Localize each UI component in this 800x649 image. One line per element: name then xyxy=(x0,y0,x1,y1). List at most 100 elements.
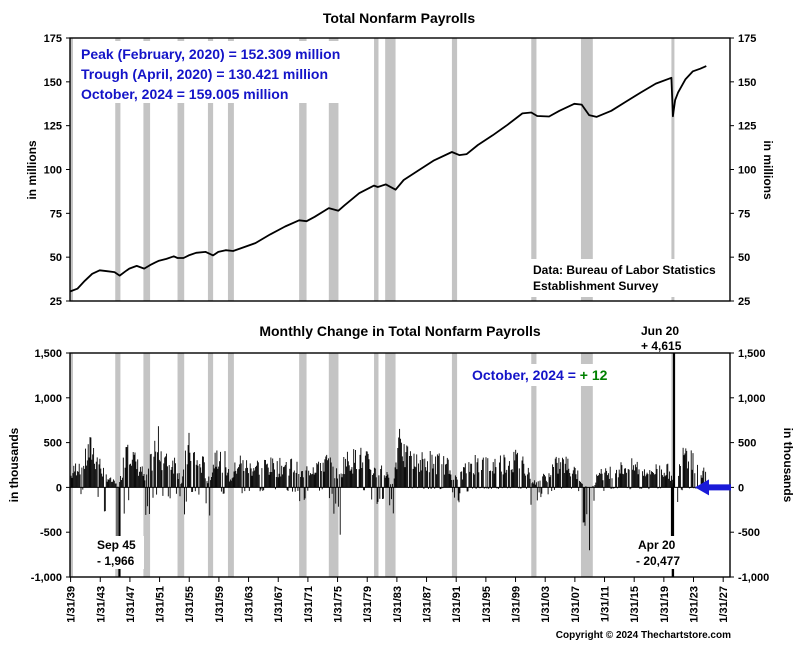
x-tick-label: 1/31/03 xyxy=(540,586,552,623)
y-tick-label-right: -500 xyxy=(738,527,760,539)
y-tick-label-right: 0 xyxy=(738,482,744,494)
recession-band-7 xyxy=(328,353,339,577)
recession-band-9 xyxy=(385,38,396,301)
y-tick-label-right: 500 xyxy=(738,438,756,450)
recession-band-4 xyxy=(207,353,214,577)
x-tick-label: 1/31/95 xyxy=(481,586,493,623)
bottom-bars xyxy=(70,353,730,577)
top-y-axis-left: 25 50 75 100 125 150 175 xyxy=(44,33,70,308)
y-tick-label-left: -500 xyxy=(40,527,62,539)
recession-band-12 xyxy=(580,38,593,301)
x-tick-label: 1/31/71 xyxy=(303,586,315,623)
y-tick-label-right: 175 xyxy=(738,33,756,45)
recession-band-2 xyxy=(143,353,151,577)
x-tick-label: 1/31/15 xyxy=(629,586,641,623)
x-tick-label: 1/31/83 xyxy=(392,586,404,623)
y-tick-label-right: 100 xyxy=(738,165,756,177)
y-tick-label-left: 0 xyxy=(56,482,62,494)
x-tick-label: 1/31/27 xyxy=(718,586,730,623)
x-tick-label: 1/31/47 xyxy=(125,586,137,623)
recession-band-8 xyxy=(374,38,379,301)
x-tick-label: 1/31/23 xyxy=(689,586,701,623)
bottom-y-label-left: in thousands xyxy=(7,427,21,502)
top-y-label-left: in millions xyxy=(25,140,39,200)
bottom-y-label-right: in thousands xyxy=(781,428,795,503)
payrolls-line xyxy=(69,65,707,293)
bottom-y-axis-right: -1,000 -500 0 500 1,000 1,500 xyxy=(730,348,769,584)
top-y-label-right: in millions xyxy=(761,140,775,200)
x-tick-label: 1/31/79 xyxy=(362,586,374,623)
y-tick-label-left: 1,500 xyxy=(34,348,62,360)
y-tick-label-left: 50 xyxy=(50,252,62,264)
recession-band-9 xyxy=(385,353,396,577)
y-tick-label-right: 150 xyxy=(738,77,756,89)
apr20-label: Apr 20 xyxy=(638,538,676,552)
x-tick-label: 1/31/19 xyxy=(659,586,671,623)
y-tick-label-right: 75 xyxy=(738,208,750,220)
recession-band-6 xyxy=(299,353,307,577)
recession-band-11 xyxy=(531,353,537,577)
recession-band-0 xyxy=(70,353,73,577)
trough-note: Trough (April, 2020) = 130.421 million xyxy=(81,66,328,82)
top-y-axis-right: 25 50 75 100 125 150 175 xyxy=(730,33,756,308)
october-change-note: October, 2024 = + 12 xyxy=(472,367,608,383)
y-tick-label-left: 175 xyxy=(44,33,62,45)
y-tick-label-left: 150 xyxy=(44,77,62,89)
x-tick-label: 1/31/63 xyxy=(244,586,256,623)
y-tick-label-left: 500 xyxy=(44,438,62,450)
recession-band-3 xyxy=(177,353,185,577)
recession-band-5 xyxy=(227,38,234,301)
recession-band-5 xyxy=(227,353,234,577)
y-tick-label-right: 1,000 xyxy=(738,393,766,405)
bottom-plot-frame xyxy=(69,352,731,578)
recession-band-7 xyxy=(328,38,339,301)
top-series-line xyxy=(69,65,707,293)
y-tick-label-left: 25 xyxy=(50,296,62,308)
recession-band-12 xyxy=(580,353,593,577)
y-tick-label-left: 75 xyxy=(50,208,62,220)
peak-note: Peak (February, 2020) = 152.309 million xyxy=(81,46,340,62)
x-tick-label: 1/31/91 xyxy=(451,586,463,623)
recession-band-10 xyxy=(451,38,458,301)
top-chart-title: Total Nonfarm Payrolls xyxy=(323,10,475,26)
sep45-value: - 1,966 xyxy=(97,554,135,568)
bottom-x-axis: 1/31/39 1/31/43 1/31/47 1/31/51 1/31/55 1/31/… xyxy=(66,577,730,623)
recession-band-1 xyxy=(115,353,121,577)
recession-band-11 xyxy=(531,38,537,301)
x-tick-label: 1/31/75 xyxy=(333,586,345,623)
jun20-label: Jun 20 xyxy=(641,324,679,338)
latest-value-arrow-icon xyxy=(695,479,731,496)
y-tick-label-left: 100 xyxy=(44,165,62,177)
recession-band-6 xyxy=(299,38,307,301)
x-tick-label: 1/31/55 xyxy=(184,586,196,623)
october-change-label: October, 2024 = xyxy=(472,367,580,383)
bottom-chart-title: Monthly Change in Total Nonfarm Payrolls xyxy=(259,323,541,339)
recession-band-10 xyxy=(451,353,458,577)
bottom-y-axis-left: -1,000 -500 0 500 1,000 1,500 xyxy=(31,348,70,584)
y-tick-label-right: -1,000 xyxy=(738,572,769,584)
y-tick-label-right: 50 xyxy=(738,252,750,264)
source-line-2: Establishment Survey xyxy=(533,279,659,293)
copyright-text: Copyright © 2024 Thechartstore.com xyxy=(556,630,731,641)
x-tick-label: 1/31/87 xyxy=(422,586,434,623)
x-tick-label: 1/31/11 xyxy=(600,586,612,622)
recession-band-3 xyxy=(177,38,185,301)
source-backdrop xyxy=(528,259,726,297)
source-line-1: Data: Bureau of Labor Statistics xyxy=(533,263,716,277)
x-tick-label: 1/31/59 xyxy=(214,586,226,623)
y-tick-label-left: -1,000 xyxy=(31,572,62,584)
x-tick-label: 1/31/67 xyxy=(273,586,285,623)
recession-band-1 xyxy=(115,38,121,301)
bottom-note-backdrop xyxy=(468,364,618,386)
recession-band-0 xyxy=(70,38,73,301)
jun20-value: + 4,615 xyxy=(641,339,682,353)
y-tick-label-left: 125 xyxy=(44,121,62,133)
y-tick-label-right: 125 xyxy=(738,121,756,133)
y-tick-label-left: 1,000 xyxy=(34,393,62,405)
recession-band-8 xyxy=(374,353,379,577)
x-tick-label: 1/31/07 xyxy=(570,586,582,623)
apr20-backdrop xyxy=(632,536,690,569)
recession-band-2 xyxy=(143,38,151,301)
x-tick-label: 1/31/51 xyxy=(155,586,167,623)
